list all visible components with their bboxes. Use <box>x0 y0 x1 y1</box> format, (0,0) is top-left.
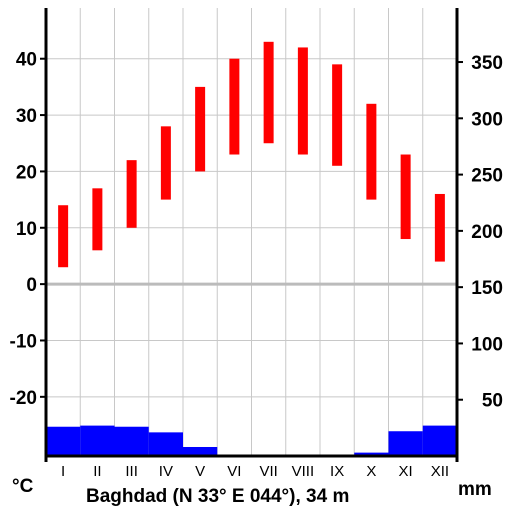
left-axis-tick-labels: 40 30 20 10 0 -10 -20 <box>10 50 37 409</box>
month-label: XII <box>431 463 449 480</box>
left-tick-label: 20 <box>16 162 37 183</box>
temperature-range-bar <box>126 160 137 228</box>
precipitation-bar <box>183 446 218 456</box>
temperature-range-bar <box>229 58 240 155</box>
temperature-range-bar <box>332 64 343 166</box>
month-label: I <box>61 463 65 480</box>
axes <box>40 8 463 462</box>
right-unit-label: mm <box>458 479 492 500</box>
temperature-range-bar <box>92 188 103 251</box>
precipitation-bar <box>422 425 457 456</box>
precipitation-bar <box>114 426 149 456</box>
precipitation-bar <box>388 431 423 456</box>
precipitation-bar <box>148 432 183 456</box>
precipitation-bar <box>46 426 81 456</box>
right-tick-label: 200 <box>471 222 503 243</box>
precipitation-bar <box>354 452 389 456</box>
left-unit-label: °C <box>12 476 34 497</box>
month-label: IV <box>159 463 173 480</box>
right-tick-label: 100 <box>471 334 503 355</box>
month-label: VI <box>227 463 241 480</box>
left-tick-label: 0 <box>26 275 37 296</box>
month-label: IX <box>330 463 344 480</box>
right-tick-label: 250 <box>471 166 503 187</box>
precipitation-bars <box>46 425 457 456</box>
temperature-range-bar <box>297 47 308 155</box>
month-label: V <box>195 463 205 480</box>
left-tick-label: -10 <box>10 331 37 352</box>
temperature-range-bar <box>58 205 69 268</box>
left-tick-label: 40 <box>16 50 37 71</box>
month-label: X <box>366 463 376 480</box>
month-label: III <box>125 463 138 480</box>
right-tick-label: 300 <box>471 109 503 130</box>
precipitation-bar <box>80 425 115 456</box>
right-axis-tick-labels: 350 300 250 200 150 100 50 <box>471 53 503 412</box>
month-label: VII <box>259 463 277 480</box>
month-label: II <box>93 463 101 480</box>
temperature-range-bar <box>366 103 377 200</box>
right-tick-label: 350 <box>471 53 503 74</box>
left-tick-label: 10 <box>16 219 37 240</box>
month-tick-labels: I II III IV V VI VII VIII IX X XI XII <box>61 463 449 480</box>
left-tick-label: 30 <box>16 106 37 127</box>
temperature-bars <box>58 41 445 268</box>
month-label: VIII <box>292 463 315 480</box>
temperature-range-bar <box>263 41 274 144</box>
month-label: XI <box>399 463 413 480</box>
temperature-range-bar <box>160 126 171 200</box>
grid-lines <box>46 8 457 456</box>
right-tick-label: 50 <box>482 391 503 412</box>
chart-title: Baghdad (N 33° E 044°), 34 m <box>86 486 349 507</box>
left-tick-label: -20 <box>10 388 37 409</box>
temperature-range-bar <box>400 154 411 240</box>
temperature-range-bar <box>434 193 445 262</box>
right-tick-label: 150 <box>471 278 503 299</box>
temperature-range-bar <box>195 86 206 172</box>
